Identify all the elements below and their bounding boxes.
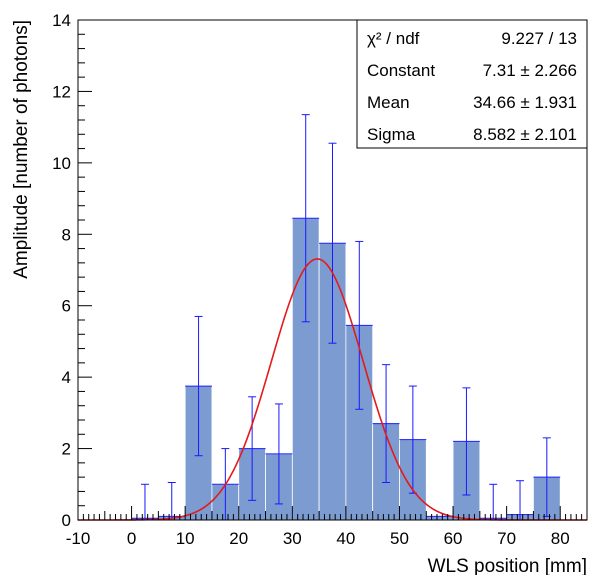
histogram-bar <box>425 516 454 521</box>
bars-layer <box>131 217 561 521</box>
x-tick-label: 30 <box>283 529 302 548</box>
x-tick-label: 0 <box>127 529 136 548</box>
x-tick-label: 20 <box>229 529 248 548</box>
stats-value: 8.582 ± 2.101 <box>473 125 577 144</box>
x-tick-label: 80 <box>551 529 570 548</box>
y-tick-label: 4 <box>62 368 71 387</box>
stats-box-frame <box>356 19 588 149</box>
y-tick-label: 0 <box>62 511 71 530</box>
stats-label: χ² / ndf <box>367 29 420 48</box>
plot-frame <box>77 19 588 521</box>
x-tick-label: 70 <box>497 529 516 548</box>
stats-value: 7.31 ± 2.266 <box>483 61 577 80</box>
y-axis: 0 2 4 6 8 10 12 14 <box>52 11 92 530</box>
y-tick-label: 12 <box>52 82 71 101</box>
x-tick-label: 50 <box>390 529 409 548</box>
stats-label: Sigma <box>367 125 416 144</box>
x-tick-label: 40 <box>336 529 355 548</box>
x-axis: -10 0 10 20 30 40 50 60 70 80 <box>66 506 588 548</box>
stats-value: 34.66 ± 1.931 <box>473 93 577 112</box>
stats-label: Mean <box>367 93 410 112</box>
x-tick-label: 60 <box>444 529 463 548</box>
y-tick-label: 2 <box>62 440 71 459</box>
stats-value: 9.227 / 13 <box>501 29 577 48</box>
y-axis-title: Amplitude [number of photons] <box>11 20 32 279</box>
stats-label: Constant <box>367 61 435 80</box>
y-tick-label: 6 <box>62 297 71 316</box>
fit-stats-box: χ² / ndf 9.227 / 13 Constant 7.31 ± 2.266 Me… <box>356 19 588 149</box>
x-tick-label: 10 <box>176 529 195 548</box>
y-tick-label: 10 <box>52 154 71 173</box>
x-tick-label: -10 <box>66 529 91 548</box>
x-axis-title: WLS position [mm] <box>428 556 587 575</box>
y-tick-label: 8 <box>62 225 71 244</box>
y-tick-label: 14 <box>52 11 71 30</box>
